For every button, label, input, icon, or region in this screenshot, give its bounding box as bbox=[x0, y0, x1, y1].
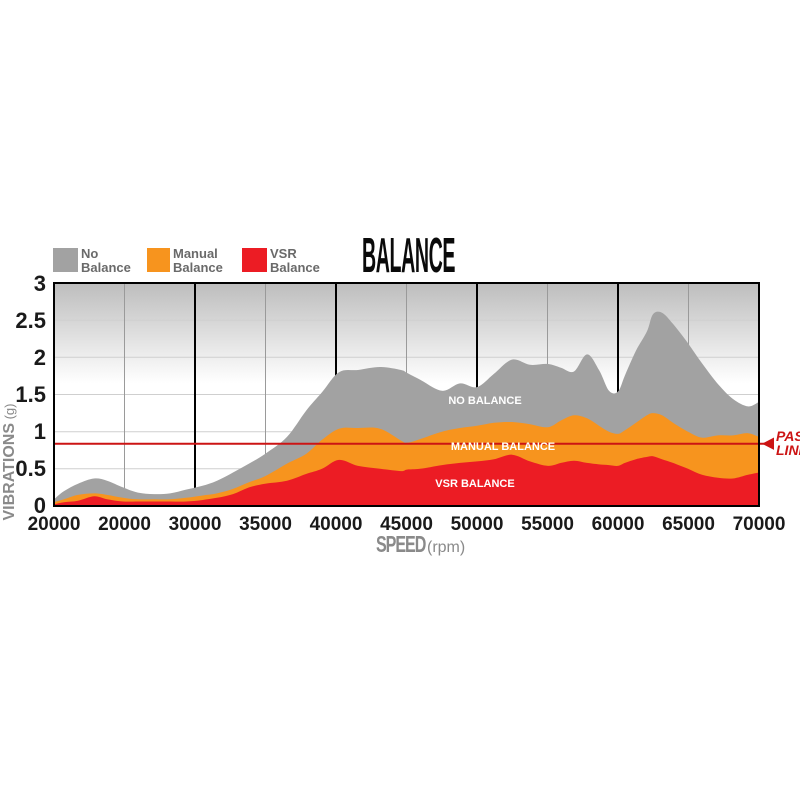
svg-text:3: 3 bbox=[34, 271, 46, 296]
svg-text:0.5: 0.5 bbox=[15, 456, 46, 481]
svg-text:60000: 60000 bbox=[592, 514, 645, 535]
svg-text:MANUAL BALANCE: MANUAL BALANCE bbox=[451, 441, 555, 453]
svg-text:Manual: Manual bbox=[173, 246, 218, 261]
svg-text:Balance: Balance bbox=[81, 260, 131, 275]
svg-text:Balance: Balance bbox=[173, 260, 223, 275]
svg-text:1.5: 1.5 bbox=[15, 382, 46, 407]
svg-text:VIBRATIONS (g): VIBRATIONS (g) bbox=[1, 404, 18, 521]
svg-text:20000: 20000 bbox=[98, 514, 151, 535]
svg-text:No: No bbox=[81, 246, 98, 261]
svg-text:2: 2 bbox=[34, 345, 46, 370]
svg-text:65000: 65000 bbox=[662, 514, 715, 535]
svg-text:VSR: VSR bbox=[270, 246, 297, 261]
svg-text:Balance: Balance bbox=[270, 260, 320, 275]
svg-text:55000: 55000 bbox=[521, 514, 574, 535]
svg-text:VSR BALANCE: VSR BALANCE bbox=[435, 478, 514, 490]
svg-text:70000: 70000 bbox=[733, 514, 786, 535]
svg-text:35000: 35000 bbox=[239, 514, 292, 535]
svg-text:SPEED: SPEED bbox=[376, 532, 426, 557]
svg-text:20000: 20000 bbox=[28, 514, 81, 535]
svg-text:30000: 30000 bbox=[169, 514, 222, 535]
svg-text:50000: 50000 bbox=[451, 514, 504, 535]
svg-text:LINE: LINE bbox=[776, 442, 800, 458]
svg-text:40000: 40000 bbox=[310, 514, 363, 535]
svg-text:(rpm): (rpm) bbox=[427, 539, 465, 556]
svg-text:1: 1 bbox=[34, 419, 46, 444]
svg-text:NO BALANCE: NO BALANCE bbox=[448, 395, 521, 407]
svg-text:2.5: 2.5 bbox=[15, 308, 46, 333]
